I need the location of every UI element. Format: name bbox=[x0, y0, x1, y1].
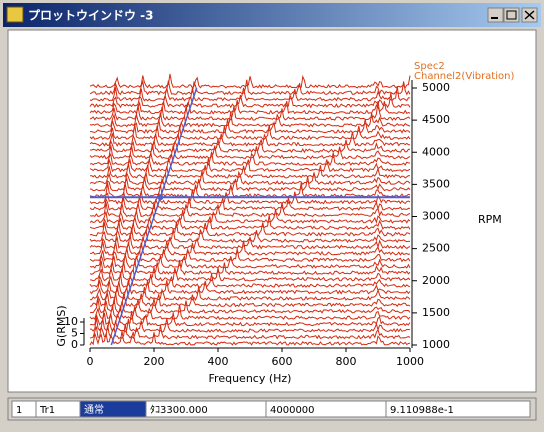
spectrum-trace bbox=[90, 139, 411, 154]
x-tick-label: 200 bbox=[144, 355, 165, 368]
spectrum-trace bbox=[89, 259, 411, 276]
spectrum-trace bbox=[89, 86, 411, 102]
spectrum-trace bbox=[90, 119, 411, 134]
rpm-tick-label: 1000 bbox=[422, 338, 450, 351]
rpm-axis-label: RPM bbox=[478, 213, 502, 226]
rpm-tick-label: 1500 bbox=[422, 306, 450, 319]
rpm-tick-label: 3000 bbox=[422, 210, 450, 223]
rpm-tick-label: 4500 bbox=[422, 113, 450, 126]
spectrum-trace bbox=[89, 131, 411, 147]
spectrum-trace bbox=[89, 196, 411, 211]
order-line bbox=[110, 87, 198, 346]
cursor-point bbox=[157, 194, 164, 201]
spectrum-trace bbox=[89, 253, 411, 269]
spectrum-trace bbox=[89, 279, 411, 295]
app-icon bbox=[6, 6, 24, 23]
spectrum-trace bbox=[89, 157, 411, 173]
spectrum-trace bbox=[89, 273, 411, 288]
spectrum-trace bbox=[89, 317, 411, 333]
x-tick-label: 400 bbox=[208, 355, 229, 368]
x-tick-label: 1000 bbox=[396, 355, 424, 368]
spectrum-trace bbox=[89, 111, 411, 128]
spectrum-trace bbox=[89, 323, 411, 340]
spectrum-trace bbox=[89, 285, 411, 302]
spectrum-trace bbox=[89, 298, 411, 314]
status-text: 1 bbox=[16, 405, 22, 416]
amp-tick-label: 5 bbox=[71, 327, 78, 340]
spectrum-trace bbox=[89, 176, 411, 192]
plot: 0 200 400 600 800 1000 Frequency (Hz) 1000 1500 2… bbox=[55, 61, 514, 385]
amp-tick-label: 0 bbox=[71, 338, 78, 351]
spectrum-trace bbox=[89, 124, 411, 141]
spectrum-trace bbox=[89, 101, 411, 121]
status-cells: 1 Tr1 通常 ﾀｺ3300.000 4000000 9.110988e-1 bbox=[11, 400, 531, 418]
status-cell bbox=[385, 400, 531, 418]
spectrum-trace bbox=[89, 151, 411, 167]
spectrum-trace bbox=[89, 73, 411, 89]
spectrum-trace bbox=[89, 304, 411, 321]
x-tick-label: 600 bbox=[272, 355, 293, 368]
spectrum-trace bbox=[89, 170, 411, 186]
spectrum-trace bbox=[89, 189, 411, 205]
spectrum-trace bbox=[89, 163, 411, 179]
spectrum-trace bbox=[89, 221, 411, 237]
rpm-tick-label: 2500 bbox=[422, 242, 450, 255]
rpm-tick-label: 2000 bbox=[422, 274, 450, 287]
minimize-button[interactable] bbox=[487, 7, 504, 23]
spectrum-trace bbox=[89, 79, 411, 96]
legend-entry: Spec2 bbox=[414, 61, 445, 72]
status-text: 9.110988e-1 bbox=[390, 405, 454, 416]
window-title: プロットウインドウ -3 bbox=[28, 8, 154, 23]
spectrum-trace bbox=[89, 247, 411, 263]
plot-panel bbox=[7, 29, 537, 393]
spectrum-trace bbox=[89, 143, 411, 160]
amp-axis-label: G(RMS) bbox=[55, 305, 68, 346]
title-bar bbox=[3, 3, 541, 27]
legend-entry: Channel2(Vibration) bbox=[414, 71, 514, 82]
spectrum-trace bbox=[90, 240, 411, 256]
spectrum-trace bbox=[89, 202, 411, 218]
spectrum-trace bbox=[89, 267, 411, 282]
spectrum-trace bbox=[89, 227, 411, 244]
spectrum-trace bbox=[89, 331, 411, 346]
rpm-tick-label: 4000 bbox=[422, 145, 450, 158]
status-text: 4000000 bbox=[270, 405, 315, 416]
rpm-tick-label: 5000 bbox=[422, 81, 450, 94]
status-text: ﾀｺ3300.000 bbox=[150, 404, 208, 416]
spectrum-trace bbox=[89, 100, 411, 115]
rpm-tick-label: 3500 bbox=[422, 177, 450, 190]
x-axis-label: Frequency (Hz) bbox=[209, 372, 292, 385]
x-tick-label: 0 bbox=[87, 355, 94, 368]
status-text: Tr1 bbox=[39, 405, 55, 416]
status-text: 通常 bbox=[84, 403, 104, 416]
spectrum-trace bbox=[89, 292, 411, 308]
spectrum-trace bbox=[89, 310, 411, 327]
spectrum-trace bbox=[89, 215, 411, 231]
amp-tick-label: 10 bbox=[64, 315, 78, 328]
spectrum-trace bbox=[89, 92, 411, 109]
window-buttons bbox=[487, 7, 538, 23]
maximize-button[interactable] bbox=[503, 7, 520, 23]
spectrum-trace bbox=[89, 209, 411, 224]
x-tick-label: 800 bbox=[336, 355, 357, 368]
